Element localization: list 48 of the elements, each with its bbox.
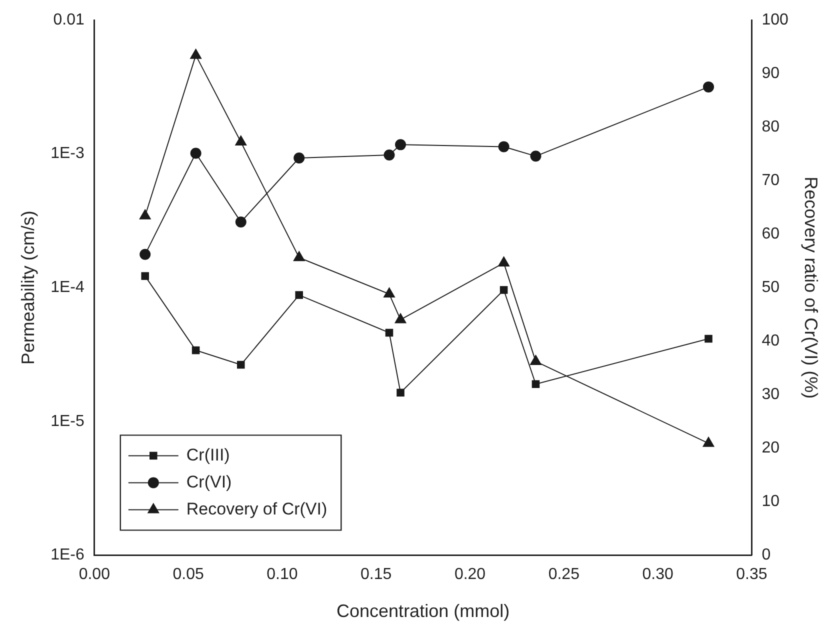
x-tick-label: 0.00 (78, 566, 110, 584)
y2-tick-label: 30 (762, 386, 780, 404)
point (385, 328, 394, 337)
y2-tick-label: 70 (762, 172, 780, 189)
y-tick-label: 1E-6 (50, 546, 84, 564)
point (190, 148, 202, 159)
y2-tick-label: 80 (762, 118, 780, 136)
point (703, 81, 714, 92)
point (395, 139, 406, 150)
point (500, 286, 508, 294)
y2-tick-label: 0 (762, 546, 771, 564)
x-tick-label: 0.20 (454, 566, 486, 584)
x-tick-label: 0.25 (548, 566, 580, 584)
y2-tick-label: 20 (762, 440, 780, 457)
y-axis-title: Permeability (cm/s) (18, 210, 38, 365)
point (295, 291, 303, 299)
point (235, 216, 246, 228)
y2-tick-label: 100 (762, 11, 788, 28)
y2-tick-label: 90 (762, 64, 780, 82)
y2-tick-label: 40 (762, 332, 780, 350)
y-tick-label: 1E-3 (50, 145, 84, 162)
y-tick-label: 1E-4 (50, 279, 84, 296)
legend-label: Recovery of Cr(VI) (186, 499, 328, 518)
legend-label: Cr(VI) (186, 472, 232, 492)
point (192, 346, 200, 354)
x-tick-label: 0.30 (642, 566, 674, 584)
point (498, 141, 510, 152)
point (141, 272, 149, 280)
y2-axis-title: Recovery ratio of Cr(VI) (%) (801, 176, 822, 399)
y2-tick-label: 50 (762, 279, 780, 296)
point (532, 380, 540, 388)
y-tick-label: 1E-5 (50, 412, 84, 430)
x-tick-label: 0.10 (266, 566, 298, 584)
point (704, 334, 712, 343)
point (396, 388, 404, 397)
y-tick-label: 0.01 (53, 11, 84, 28)
point (140, 248, 151, 260)
y2-tick-label: 10 (762, 493, 780, 510)
x-tick-label: 0.05 (172, 566, 204, 584)
x-tick-label: 0.35 (736, 566, 768, 584)
x-axis-title: Concentration (mmol) (336, 601, 510, 622)
point (294, 152, 305, 164)
y2-tick-label: 60 (762, 225, 780, 242)
point (530, 150, 542, 162)
point (384, 149, 395, 160)
x-tick-label: 0.15 (360, 566, 392, 584)
legend-label: Cr(III) (186, 445, 230, 464)
point (236, 360, 245, 369)
